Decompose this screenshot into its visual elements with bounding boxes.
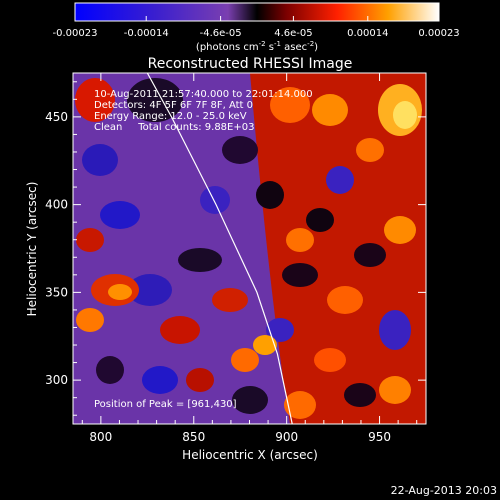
- solar-limb-curve: [146, 73, 293, 424]
- colorbar-tick-label: -4.6e-05: [200, 28, 242, 39]
- colorbar-ticks: -0.00023 -0.00014 -4.6e-05 4.6e-05 0.00014 0.…: [53, 16, 460, 39]
- peak-position-label: Position of Peak = [961,430]: [94, 399, 237, 410]
- x-axis-ticks: 800 850 900 950: [81, 73, 418, 444]
- colorbar-tick-label: -0.00014: [124, 28, 169, 39]
- y-tick-label: 400: [45, 198, 68, 212]
- colorbar-tick-label: -0.00023: [53, 28, 98, 39]
- y-axis-ticks: 300 350 400 450: [45, 81, 426, 416]
- x-axis-label: Heliocentric X (arcsec): [182, 448, 318, 462]
- annotation-time-range: 10-Aug-2011 21:57:40.000 to 22:01:14.000: [94, 89, 313, 100]
- y-tick-label: 300: [45, 373, 68, 387]
- colorbar-tick-label: 0.00014: [347, 28, 388, 39]
- chart-title: Reconstructed RHESSI Image: [148, 56, 353, 72]
- annotation-counts: Clean Total counts: 9.88E+03: [94, 122, 254, 133]
- heatmap-image: [73, 73, 426, 424]
- colorbar-tick-label: 0.00023: [418, 28, 459, 39]
- colorbar-tick-label: 4.6e-05: [274, 28, 312, 39]
- annotation-energy-range: Energy Range: 12.0 - 25.0 keV: [94, 111, 247, 122]
- y-tick-label: 450: [45, 110, 68, 124]
- colorbar-unit-label: (photons cm-2 s-1 asec-2): [196, 40, 318, 53]
- annotation-detectors: Detectors: 4F 5F 6F 7F 8F, Att 0: [94, 100, 253, 111]
- x-tick-label: 850: [182, 430, 205, 444]
- y-tick-label: 350: [45, 285, 68, 299]
- x-tick-label: 900: [275, 430, 298, 444]
- colorbar: [74, 2, 440, 22]
- x-tick-label: 950: [368, 430, 391, 444]
- footer-timestamp: 22-Aug-2013 20:03: [391, 484, 497, 497]
- y-axis-label: Heliocentric Y (arcsec): [25, 182, 39, 317]
- x-tick-label: 800: [89, 430, 112, 444]
